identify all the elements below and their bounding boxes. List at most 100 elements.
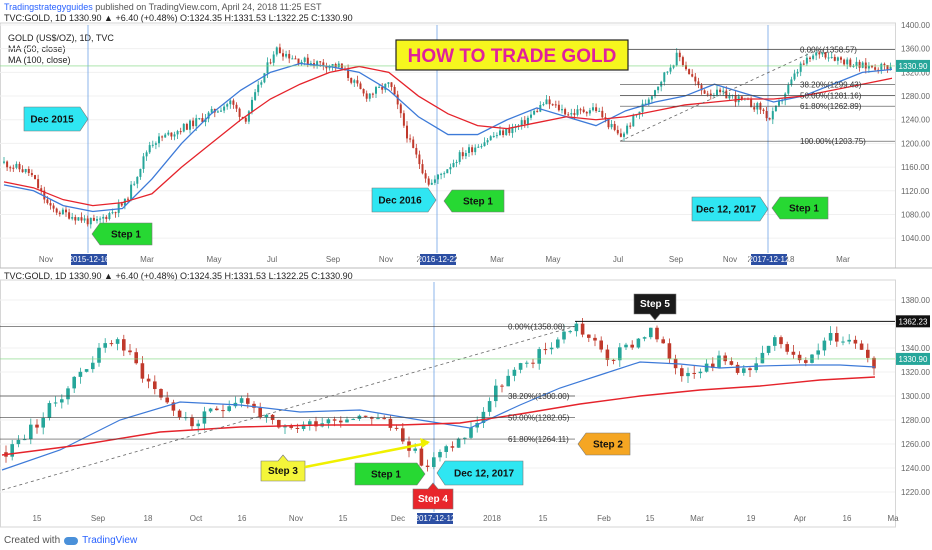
x-tick-label: Sep [669, 255, 684, 264]
candle-body [661, 339, 665, 344]
candle-body [508, 128, 511, 134]
candle-body [226, 104, 229, 107]
candle-body [239, 398, 244, 403]
candle-body [266, 62, 269, 74]
candle-body [430, 182, 433, 185]
candle-body [189, 120, 191, 130]
candle-body [40, 188, 43, 191]
candle-body [531, 362, 535, 364]
candle-body [822, 340, 827, 351]
candle-body [322, 62, 325, 66]
candle-body [660, 81, 663, 87]
candle-body [41, 418, 45, 428]
candle-body [771, 111, 774, 120]
resistance-price-tag [896, 315, 930, 328]
tradingview-logo-icon [64, 536, 79, 545]
x-tick-label: Sep [326, 255, 341, 264]
candle-body [117, 203, 120, 213]
last-price-tag [896, 352, 930, 365]
candle-body [145, 152, 148, 157]
candle-body [573, 113, 576, 115]
candle-body [339, 420, 343, 423]
candle-body [824, 52, 827, 58]
candle-body [641, 103, 644, 112]
candle-body [196, 423, 200, 427]
candle-body [469, 427, 473, 438]
candle-body [871, 65, 873, 68]
candle-body [303, 57, 306, 62]
candle-body [618, 347, 622, 361]
candle-body [716, 89, 718, 96]
candle-body [394, 427, 399, 429]
candle-body [849, 59, 852, 67]
candle-body [300, 61, 303, 64]
candle-body [505, 128, 508, 135]
candle-body [818, 52, 821, 55]
candle-body [654, 90, 656, 97]
candle-body [604, 117, 607, 119]
candle-body [626, 125, 629, 134]
candle-body [483, 142, 486, 147]
fib-level-label: 50.00%(1282.05) [508, 414, 570, 423]
step3-arrow-head [420, 438, 430, 448]
candle-body [725, 90, 728, 99]
candle-body [697, 81, 700, 86]
candle-body [774, 105, 777, 112]
candle-body [122, 339, 126, 351]
callout-dec-2016-shape [371, 187, 437, 213]
candle-body [678, 52, 681, 58]
candle-body [549, 347, 554, 350]
x-tick-label: Mar [490, 255, 504, 264]
y-tick-label: 1400.00 [901, 21, 930, 30]
candle-body [384, 83, 387, 90]
candle-body [704, 363, 709, 372]
candle-body [332, 419, 337, 421]
candle-body [216, 111, 219, 113]
x-tick-label: Ma [887, 514, 899, 523]
candle-body [142, 156, 145, 169]
candle-body [347, 69, 350, 78]
candle-body [567, 114, 570, 116]
candle-body [843, 59, 846, 65]
candle-body [210, 108, 213, 113]
candle-body [412, 139, 415, 148]
footer-brand[interactable]: TradingView [82, 535, 138, 546]
candle-body [846, 59, 849, 65]
candle-body [766, 345, 771, 353]
candle-body [889, 66, 892, 70]
candle-body [190, 417, 194, 427]
x-tick-label: 16 [843, 514, 852, 523]
candle-body [285, 53, 288, 57]
candle-body [432, 457, 436, 468]
candle-body [46, 199, 49, 204]
candle-body [153, 381, 157, 390]
publisher-name[interactable]: Tradingstrategyguides [4, 2, 93, 12]
candle-body [717, 355, 721, 368]
candle-body [301, 424, 306, 429]
candle-body [719, 89, 722, 93]
candle-body [672, 65, 675, 68]
x-tick-highlight [71, 254, 107, 265]
candle-body [582, 109, 585, 113]
candle-body [525, 362, 529, 364]
candle-body [130, 184, 133, 200]
candle-body [444, 446, 448, 452]
candle-body [433, 179, 436, 183]
candle-body [471, 147, 474, 153]
y-tick-label: 1160.00 [901, 163, 930, 172]
candle-body [735, 364, 740, 373]
candle-body [685, 65, 687, 70]
candle-body [650, 96, 653, 100]
footer: Created with TradingView [4, 535, 137, 546]
candle-body [257, 84, 260, 93]
candle-body [570, 113, 573, 115]
candle-body [27, 169, 30, 174]
candle-body [827, 57, 830, 59]
candle-body [415, 147, 418, 155]
x-tick-label: May [206, 255, 221, 264]
candle-body [277, 419, 281, 428]
x-tick-label: Mar [140, 255, 154, 264]
fib-trend-dashed [619, 49, 819, 142]
x-tick-label: 15 [539, 514, 548, 523]
